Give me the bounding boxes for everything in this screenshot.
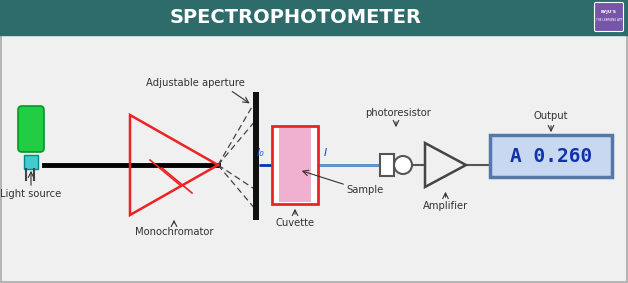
Text: BYJU'S: BYJU'S [601, 10, 617, 14]
Text: Amplifier: Amplifier [423, 201, 468, 211]
Text: Monochromator: Monochromator [135, 227, 214, 237]
Text: Light source: Light source [1, 189, 62, 199]
Bar [490, 135, 612, 177]
Bar [279, 128, 311, 202]
Bar [0, 0, 628, 35]
Text: photoresistor: photoresistor [365, 108, 431, 118]
Circle shape [394, 156, 412, 174]
Text: A 0.260: A 0.260 [510, 147, 592, 166]
Text: Sample: Sample [346, 185, 383, 195]
Text: Cuvette: Cuvette [276, 218, 315, 228]
Text: THE LEARNING APP: THE LEARNING APP [596, 18, 622, 22]
Text: Adjustable aperture: Adjustable aperture [146, 78, 244, 88]
Bar [253, 92, 259, 220]
FancyBboxPatch shape [18, 106, 44, 152]
Text: SPECTROPHOTOMETER: SPECTROPHOTOMETER [169, 8, 421, 27]
FancyBboxPatch shape [595, 3, 624, 31]
Bar [272, 126, 318, 204]
Text: I: I [324, 148, 327, 158]
Bar [24, 155, 38, 169]
Text: Output: Output [534, 111, 568, 121]
Text: I₀: I₀ [256, 148, 264, 158]
Bar [380, 154, 394, 176]
